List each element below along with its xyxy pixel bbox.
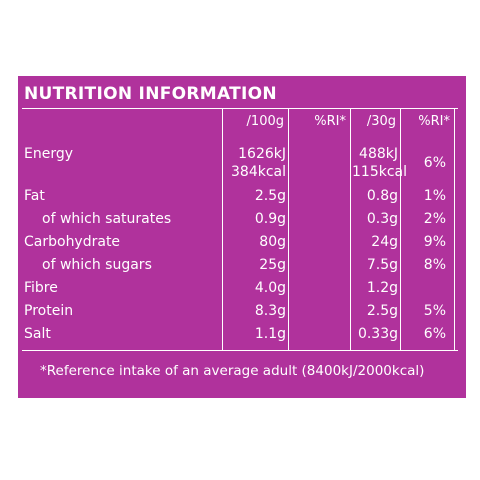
row-label-protein: Protein <box>24 303 74 319</box>
energy-per-100g-kcal: 384kcal <box>231 164 286 180</box>
energy-per-100g-kj: 1626kJ <box>238 146 286 162</box>
fat-per-30g: 0.8g <box>366 188 398 204</box>
row-label-fat: Fat <box>24 188 45 204</box>
salt-per-100g: 1.1g <box>254 326 286 342</box>
salt-ri: 6% <box>423 326 446 342</box>
row-label-fibre: Fibre <box>24 280 58 296</box>
fat-ri: 1% <box>423 188 446 204</box>
row-label-saturates: of which saturates <box>42 211 172 227</box>
sugars-per-100g: 25g <box>259 257 286 273</box>
protein-per-100g: 8.3g <box>254 303 286 319</box>
column-divider-2 <box>288 108 289 350</box>
row-label-sugars: of which sugars <box>42 257 152 273</box>
header-ri-2: %RI* <box>418 114 450 129</box>
salt-per-30g: 0.33g <box>357 326 398 342</box>
column-divider-3 <box>350 108 351 350</box>
sugars-ri: 8% <box>423 257 446 273</box>
row-label-salt: Salt <box>24 326 51 342</box>
header-per-30g: /30g <box>366 114 396 129</box>
fibre-per-100g: 4.0g <box>254 280 286 296</box>
saturates-per-100g: 0.9g <box>254 211 286 227</box>
protein-per-30g: 2.5g <box>366 303 398 319</box>
column-divider-5 <box>454 108 455 350</box>
energy-per-30g-kj: 488kJ <box>359 146 398 162</box>
fat-per-100g: 2.5g <box>254 188 286 204</box>
carbohydrate-ri: 9% <box>423 234 446 250</box>
row-label-carbohydrate: Carbohydrate <box>24 234 121 250</box>
column-divider-1 <box>222 108 223 350</box>
energy-ri: 6% <box>423 155 446 171</box>
energy-per-30g-kcal: 115kcal <box>352 164 407 180</box>
carbohydrate-per-100g: 80g <box>259 234 286 250</box>
header-per-100g: /100g <box>246 114 284 129</box>
protein-ri: 5% <box>423 303 446 319</box>
column-divider-4 <box>400 108 401 350</box>
saturates-per-30g: 0.3g <box>366 211 398 227</box>
reference-intake-footnote: *Reference intake of an average adult (8… <box>40 363 425 379</box>
row-label-energy: Energy <box>24 146 74 162</box>
header-ri-1: %RI* <box>314 114 346 129</box>
carbohydrate-per-30g: 24g <box>371 234 398 250</box>
sugars-per-30g: 7.5g <box>366 257 398 273</box>
panel-title: NUTRITION INFORMATION <box>24 84 277 104</box>
nutrition-panel: NUTRITION INFORMATION /100g %RI* /30g %R… <box>18 76 466 398</box>
table-bottom-line <box>22 350 458 351</box>
fibre-per-30g: 1.2g <box>366 280 398 296</box>
saturates-ri: 2% <box>423 211 446 227</box>
header-divider <box>22 108 458 109</box>
